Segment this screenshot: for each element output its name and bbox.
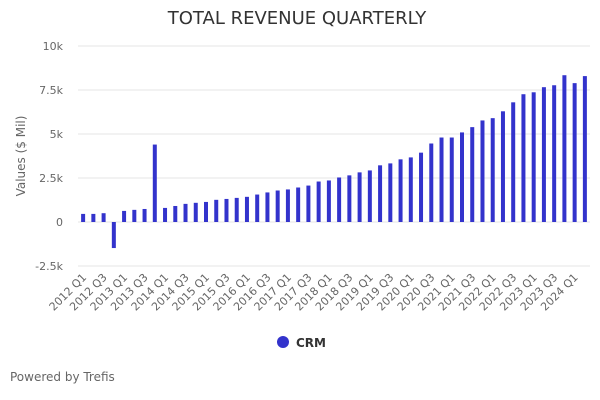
bar[interactable] [480, 120, 485, 222]
bar[interactable] [582, 76, 587, 222]
bar[interactable] [357, 172, 362, 222]
bar[interactable] [122, 210, 127, 222]
bar[interactable] [398, 159, 403, 222]
bar[interactable] [347, 175, 352, 222]
bar[interactable] [419, 152, 424, 222]
y-tick-label: 10k [43, 40, 64, 53]
bar[interactable] [204, 201, 208, 222]
bar[interactable] [142, 208, 147, 222]
bar[interactable] [285, 189, 290, 222]
bar[interactable] [511, 102, 516, 222]
bar[interactable] [91, 213, 96, 222]
bar[interactable] [572, 83, 577, 222]
bar[interactable] [439, 137, 444, 222]
bar[interactable] [183, 203, 188, 222]
bar[interactable] [214, 199, 219, 222]
bar[interactable] [367, 170, 372, 222]
bar[interactable] [541, 87, 546, 223]
bar[interactable] [470, 127, 475, 222]
bar[interactable] [244, 196, 249, 222]
bar[interactable] [265, 192, 270, 222]
bar[interactable] [306, 185, 311, 222]
legend-label-crm[interactable]: CRM [296, 336, 326, 350]
bar[interactable] [408, 157, 413, 222]
y-axis-ticks: -2.5k 0 2.5k 5k 7.5k 10k [35, 40, 63, 273]
bar[interactable] [449, 137, 454, 222]
bar[interactable] [152, 144, 157, 222]
powered-by-credit: Powered by Trefis [10, 370, 115, 384]
bars [81, 75, 587, 249]
bar[interactable] [429, 143, 434, 222]
bar[interactable] [521, 94, 526, 222]
chart-title: TOTAL REVENUE QUARTERLY [167, 8, 427, 29]
bar[interactable] [552, 85, 557, 222]
bar[interactable] [316, 181, 321, 222]
legend[interactable]: CRM [277, 336, 326, 350]
bar[interactable] [111, 222, 116, 249]
bar[interactable] [255, 194, 260, 222]
y-tick-label: -2.5k [35, 260, 63, 273]
bar[interactable] [132, 209, 137, 222]
bar[interactable] [101, 213, 106, 222]
legend-marker-crm[interactable] [277, 336, 289, 348]
bar[interactable] [163, 207, 168, 222]
y-tick-label: 2.5k [39, 172, 63, 185]
y-tick-label: 7.5k [39, 84, 63, 97]
bar[interactable] [224, 198, 229, 222]
y-tick-label: 5k [50, 128, 64, 141]
bar[interactable] [562, 75, 567, 222]
y-tick-label: 0 [56, 216, 63, 229]
bar[interactable] [234, 197, 239, 222]
bar[interactable] [173, 205, 178, 222]
bar[interactable] [275, 190, 280, 222]
bar[interactable] [193, 202, 198, 222]
bar[interactable] [296, 187, 301, 222]
bar[interactable] [378, 165, 383, 222]
bar[interactable] [531, 92, 536, 223]
bar[interactable] [490, 118, 495, 222]
y-axis-label: Values ($ Mil) [14, 116, 28, 197]
bar[interactable] [337, 177, 342, 222]
bar[interactable] [500, 111, 505, 222]
bar[interactable] [81, 213, 86, 222]
bar[interactable] [388, 163, 393, 222]
bar[interactable] [460, 132, 464, 222]
bar[interactable] [326, 180, 331, 222]
